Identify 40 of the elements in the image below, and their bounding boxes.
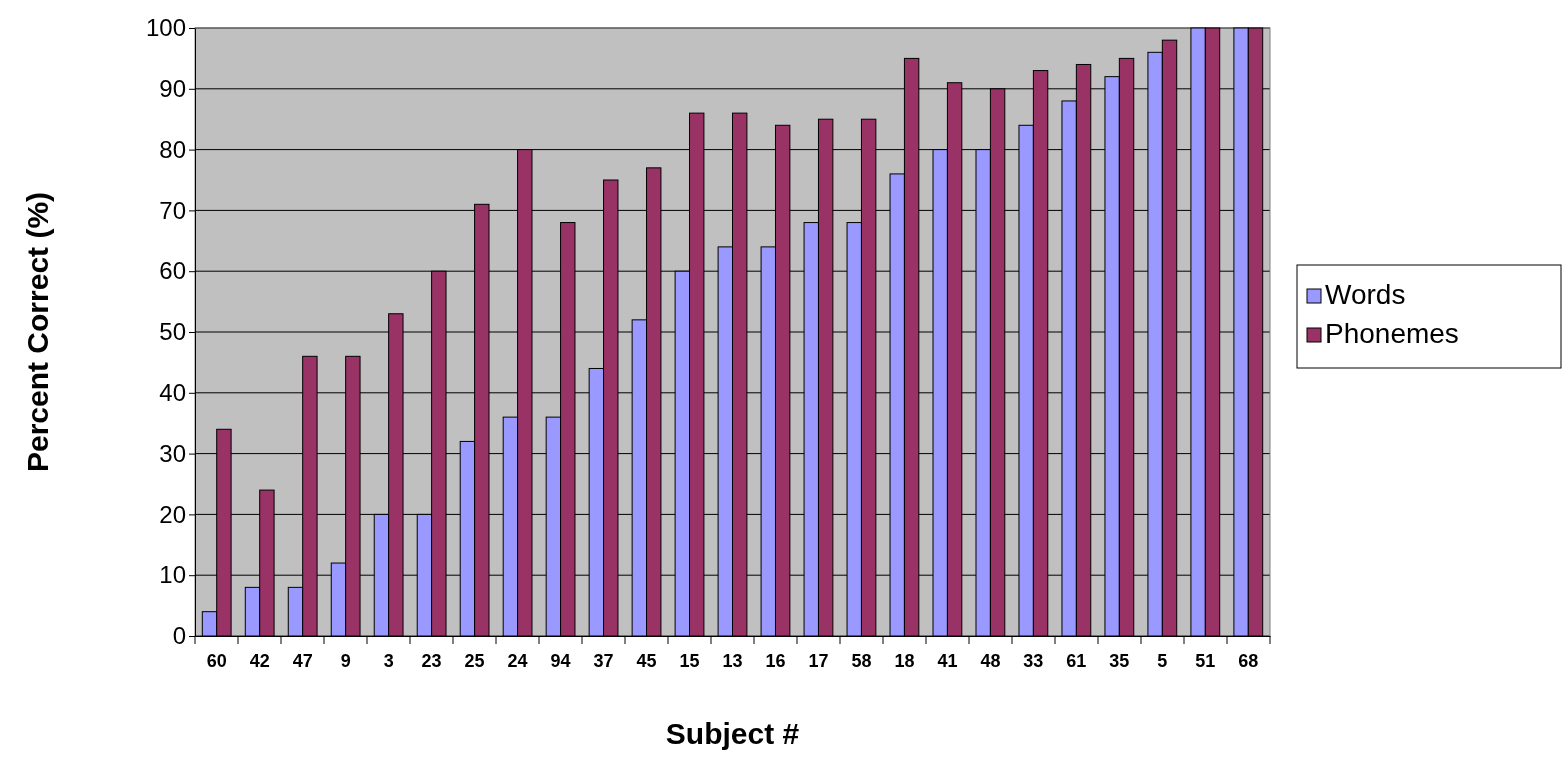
y-tick-label: 50 — [159, 318, 186, 346]
y-axis-title: Percent Correct (%) — [21, 191, 54, 473]
x-tick-label: 23 — [421, 650, 442, 671]
x-tick-label: 17 — [808, 650, 829, 671]
x-tick-label: 18 — [894, 650, 915, 671]
x-tick-label: 24 — [507, 650, 528, 671]
x-tick-label: 94 — [550, 650, 571, 671]
x-axis-title: Subject # — [665, 717, 800, 750]
y-tick-label: 60 — [159, 257, 186, 285]
x-tick-label: 42 — [249, 650, 270, 671]
x-tick-label: 16 — [765, 650, 786, 671]
x-tick-label: 37 — [593, 650, 614, 671]
x-tick-label: 15 — [679, 650, 700, 671]
x-tick-label: 48 — [980, 650, 1001, 671]
y-tick-label: 0 — [172, 622, 186, 650]
x-tick-label: 3 — [383, 650, 394, 671]
y-tick-label: 40 — [159, 378, 186, 406]
y-tick-label: 80 — [159, 135, 186, 163]
x-tick-label: 47 — [292, 650, 313, 671]
x-tick-label: 33 — [1023, 650, 1044, 671]
y-tick-label: 20 — [159, 500, 186, 528]
x-tick-label: 58 — [851, 650, 872, 671]
x-tick-label: 61 — [1066, 650, 1087, 671]
y-tick-label: 30 — [159, 439, 186, 467]
legend-label: Words — [1325, 279, 1406, 310]
x-tick-label: 35 — [1109, 650, 1130, 671]
x-tick-label: 68 — [1238, 650, 1259, 671]
y-tick-label: 100 — [145, 14, 186, 42]
x-tick-label: 45 — [636, 650, 657, 671]
x-tick-label: 5 — [1157, 650, 1168, 671]
x-tick-label: 13 — [722, 650, 743, 671]
x-tick-label: 41 — [937, 650, 958, 671]
x-tick-label: 9 — [340, 650, 351, 671]
x-tick-label: 60 — [206, 650, 227, 671]
y-tick-label: 70 — [159, 196, 186, 224]
x-tick-label: 51 — [1195, 650, 1216, 671]
y-tick-label: 10 — [159, 561, 186, 589]
x-tick-label: 25 — [464, 650, 485, 671]
y-tick-label: 90 — [159, 74, 186, 102]
legend-label: Phonemes — [1325, 318, 1459, 349]
